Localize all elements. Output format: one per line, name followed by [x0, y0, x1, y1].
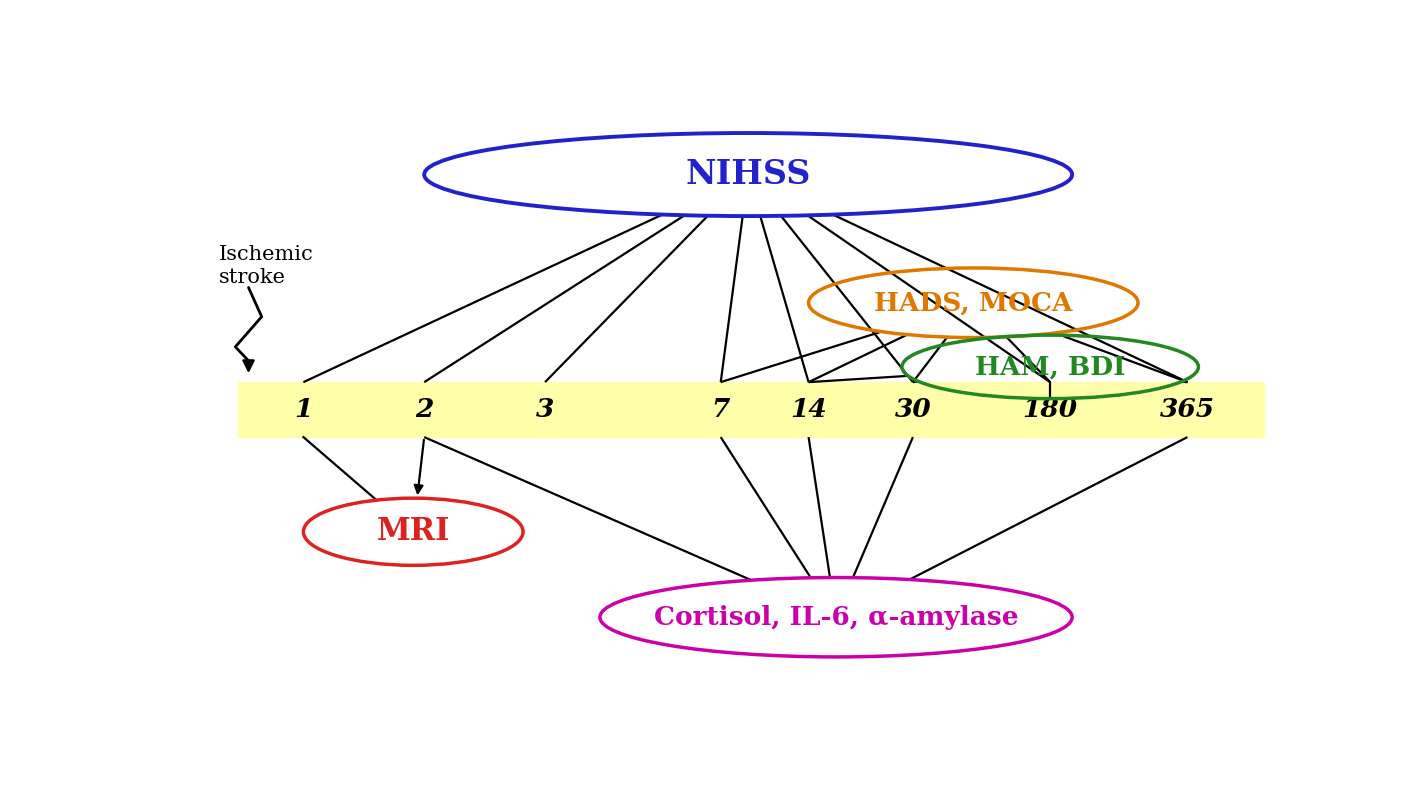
Text: HADS, MOCA: HADS, MOCA — [874, 290, 1073, 316]
Text: Cortisol, IL-6, α-amylase: Cortisol, IL-6, α-amylase — [653, 605, 1019, 630]
Text: MRI: MRI — [377, 516, 451, 547]
Text: Ischemic
stroke: Ischemic stroke — [218, 245, 313, 287]
Text: NIHSS: NIHSS — [686, 158, 811, 191]
Text: 180: 180 — [1023, 397, 1078, 422]
Text: HAM, BDI: HAM, BDI — [975, 354, 1125, 379]
Text: 30: 30 — [894, 397, 931, 422]
Text: 3: 3 — [536, 397, 554, 422]
Bar — [238, 382, 1264, 437]
Text: 7: 7 — [711, 397, 730, 422]
Text: 365: 365 — [1161, 397, 1214, 422]
Text: 2: 2 — [415, 397, 434, 422]
Text: 14: 14 — [791, 397, 828, 422]
Text: 1: 1 — [295, 397, 313, 422]
